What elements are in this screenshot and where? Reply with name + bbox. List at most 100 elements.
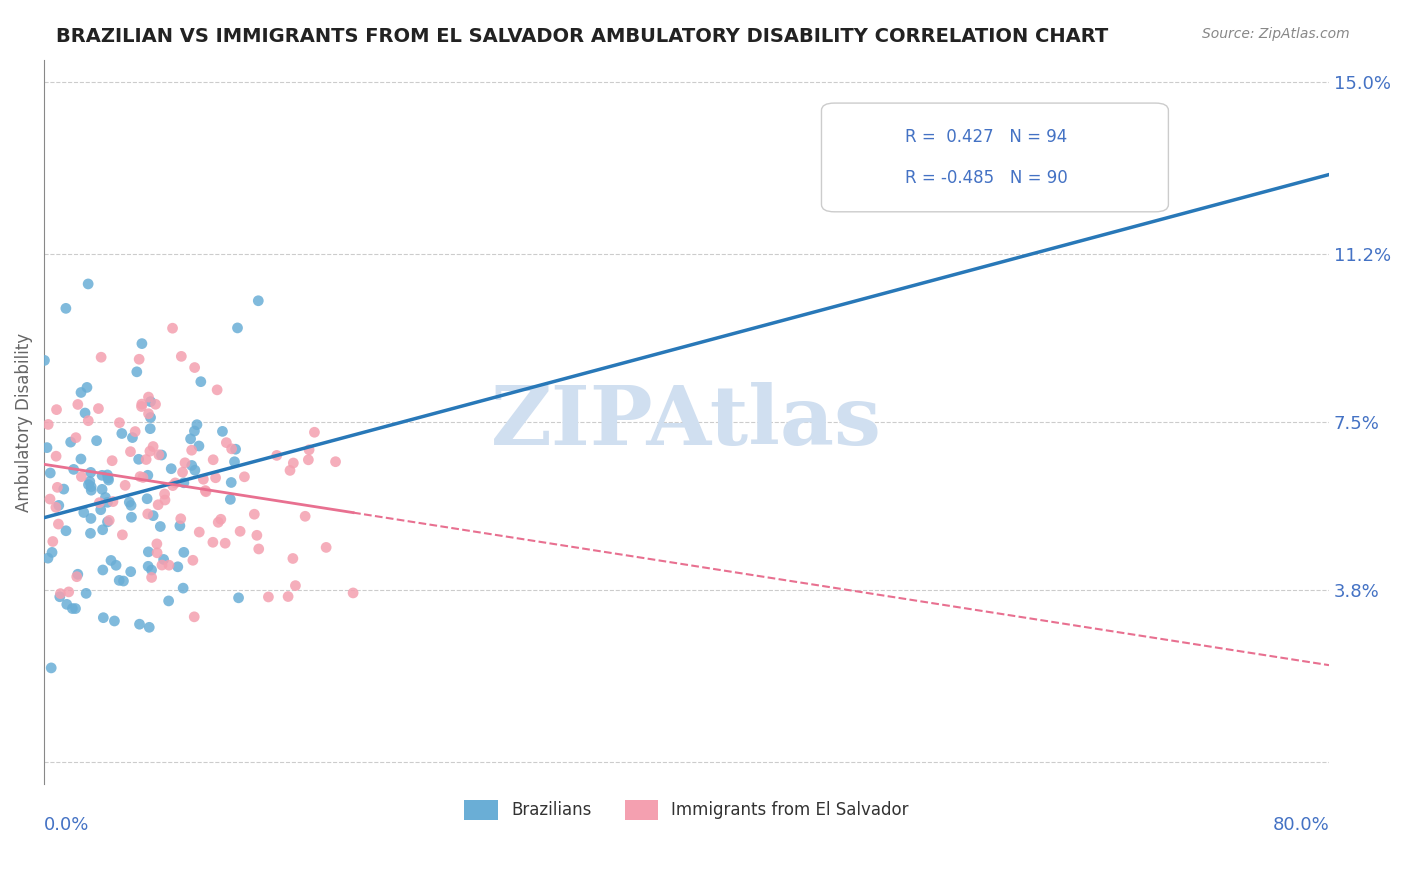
Point <box>211 425 233 439</box>
Text: BRAZILIAN VS IMMIGRANTS FROM EL SALVADOR AMBULATORY DISABILITY CORRELATION CHART: BRAZILIAN VS IMMIGRANTS FROM EL SALVADOR… <box>56 27 1108 45</box>
Point <box>257 590 280 604</box>
Point <box>170 350 193 364</box>
Point <box>87 401 110 416</box>
Point <box>35 441 58 455</box>
Point <box>215 435 238 450</box>
Point <box>219 475 242 490</box>
Point <box>39 491 62 506</box>
Point <box>138 620 160 634</box>
Point <box>284 579 307 593</box>
Point <box>214 536 236 550</box>
Point <box>221 442 243 456</box>
Point <box>77 277 100 291</box>
Point <box>62 462 84 476</box>
Point <box>80 483 103 498</box>
Point <box>153 487 176 501</box>
Point <box>136 491 159 506</box>
Point <box>41 545 63 559</box>
Point <box>187 439 209 453</box>
Point <box>225 442 247 457</box>
Point <box>79 475 101 489</box>
Point <box>153 493 176 508</box>
Point <box>96 515 118 529</box>
Text: 80.0%: 80.0% <box>1272 816 1329 834</box>
Point <box>60 601 83 615</box>
Point <box>77 477 100 491</box>
Point <box>128 452 150 467</box>
Point <box>39 466 62 480</box>
Legend: Brazilians, Immigrants from El Salvador: Brazilians, Immigrants from El Salvador <box>457 793 915 827</box>
Point <box>111 528 134 542</box>
Point <box>100 553 122 567</box>
Point <box>209 512 232 526</box>
Text: Source: ZipAtlas.com: Source: ZipAtlas.com <box>1202 27 1350 41</box>
Point <box>174 456 197 470</box>
Point <box>142 440 165 454</box>
Point <box>97 471 120 485</box>
Point <box>132 470 155 484</box>
Point <box>233 470 256 484</box>
Point <box>91 468 114 483</box>
Point <box>202 452 225 467</box>
Point <box>91 610 114 624</box>
Point <box>173 545 195 559</box>
Point <box>157 558 180 573</box>
Point <box>180 432 202 446</box>
Point <box>162 321 184 335</box>
Point <box>141 563 163 577</box>
Point <box>75 406 97 420</box>
Point <box>37 551 59 566</box>
Point <box>34 353 56 368</box>
Point <box>39 661 62 675</box>
Point <box>325 455 347 469</box>
Point <box>101 453 124 467</box>
Point <box>129 469 152 483</box>
Point <box>229 524 252 539</box>
Point <box>112 574 135 588</box>
Point <box>120 565 142 579</box>
Point <box>66 567 89 582</box>
Point <box>266 449 288 463</box>
Point <box>173 475 195 490</box>
Point <box>86 434 108 448</box>
Point <box>148 448 170 462</box>
Point <box>141 570 163 584</box>
Point <box>342 586 364 600</box>
Point <box>91 563 114 577</box>
Point <box>247 541 270 556</box>
Point <box>91 523 114 537</box>
Point <box>73 506 96 520</box>
Point <box>120 510 142 524</box>
Point <box>77 414 100 428</box>
Point <box>150 448 173 462</box>
Point <box>90 350 112 364</box>
Point <box>70 469 93 483</box>
Point <box>59 435 82 450</box>
Point <box>45 402 67 417</box>
Point <box>281 551 304 566</box>
Text: 0.0%: 0.0% <box>44 816 90 834</box>
Point <box>58 585 80 599</box>
Point <box>150 558 173 572</box>
Point <box>66 397 89 411</box>
Point <box>91 483 114 497</box>
Point <box>120 444 142 458</box>
Point <box>49 586 72 600</box>
Point <box>48 499 70 513</box>
Point <box>111 426 134 441</box>
Point <box>304 425 326 440</box>
Point <box>162 478 184 492</box>
Point <box>37 417 59 432</box>
Point <box>70 452 93 467</box>
Point <box>169 518 191 533</box>
Point <box>66 570 89 584</box>
Point <box>228 591 250 605</box>
Point <box>278 463 301 477</box>
FancyBboxPatch shape <box>821 103 1168 211</box>
Point <box>45 449 67 463</box>
Point <box>114 478 136 492</box>
Point <box>181 553 204 567</box>
Point <box>90 502 112 516</box>
Point <box>96 495 118 509</box>
Point <box>124 425 146 439</box>
